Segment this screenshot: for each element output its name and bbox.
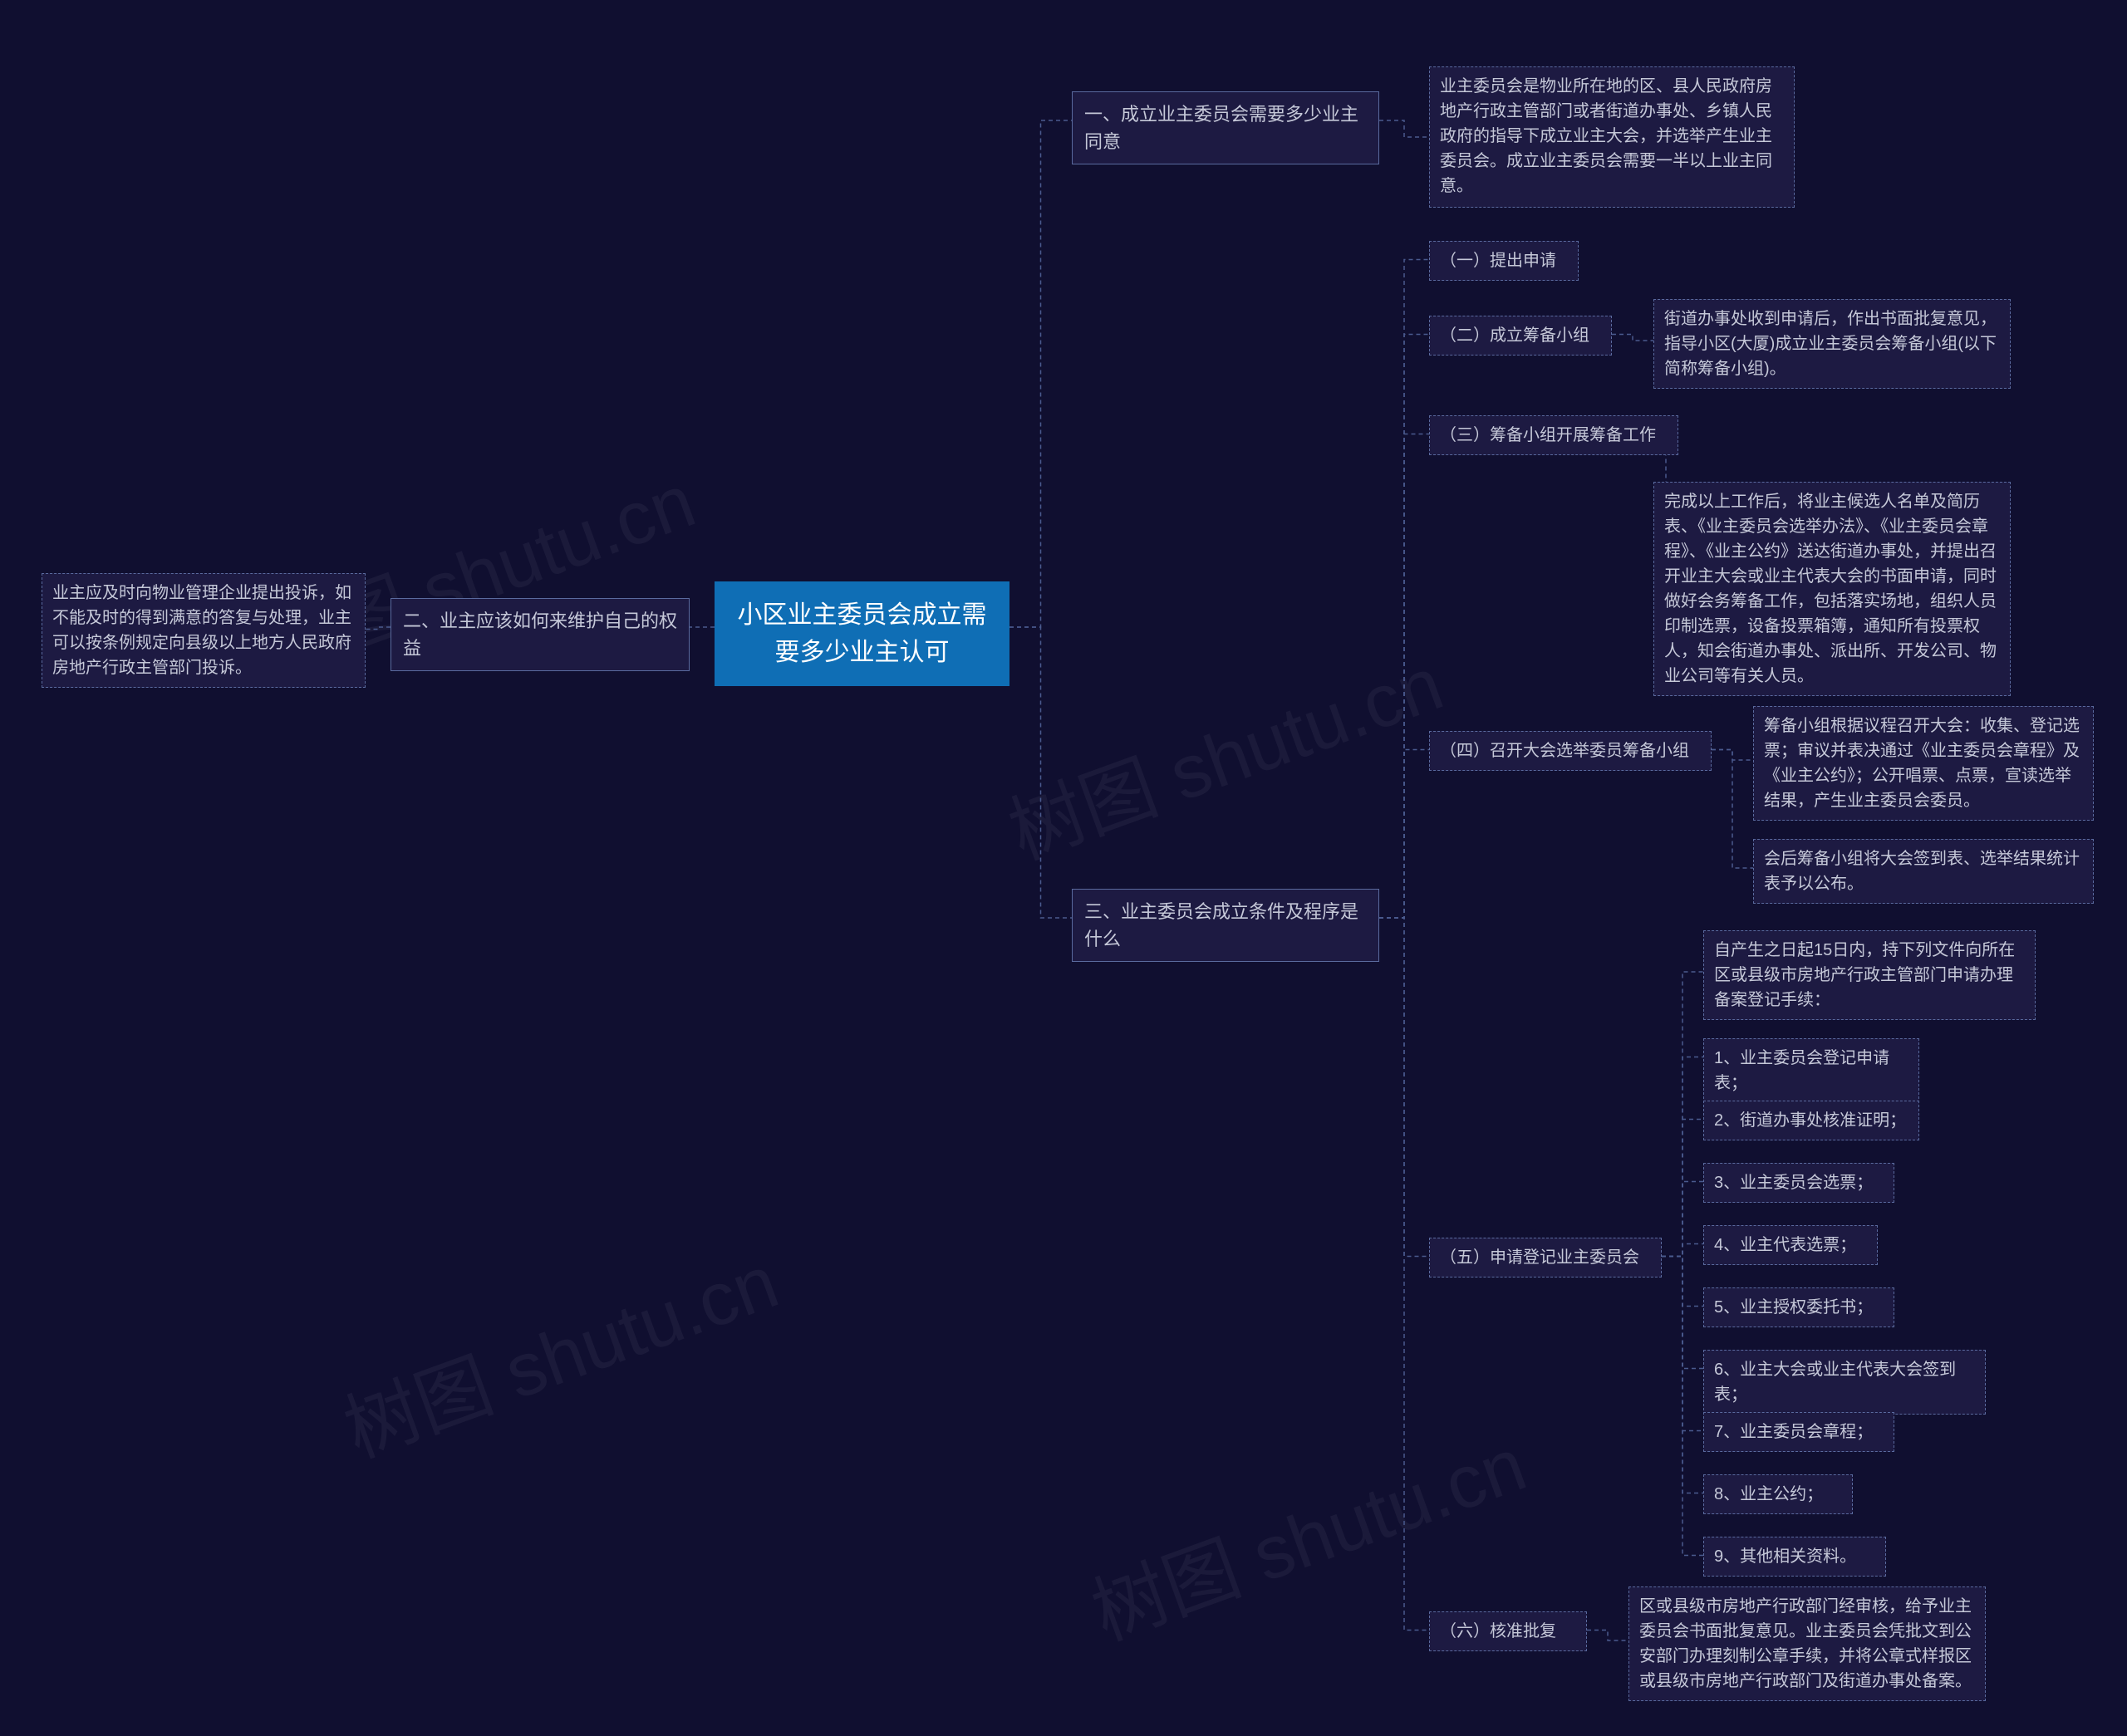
b3-step-5-child-0: 自产生之日起15日内，持下列文件向所在区或县级市房地产行政主管部门申请办理备案登…: [1703, 930, 2036, 1020]
b3-step-4-note-2: 会后筹备小组将大会签到表、选举结果统计表予以公布。: [1753, 839, 2094, 904]
watermark: 树图 shutu.cn: [992, 624, 1455, 880]
branch-2: 二、业主应该如何来维护自己的权益: [391, 598, 690, 671]
b3-step-5-child-1: 1、业主委员会登记申请表；: [1703, 1038, 1919, 1103]
branch-3: 三、业主委员会成立条件及程序是什么: [1072, 889, 1379, 962]
b3-step-2: （二）成立筹备小组: [1429, 316, 1612, 356]
branch-2-note: 业主应及时向物业管理企业提出投诉，如不能及时的得到满意的答复与处理，业主可以按条…: [42, 573, 366, 688]
b3-step-5-child-2: 2、街道办事处核准证明；: [1703, 1101, 1919, 1140]
b3-step-5-child-4: 4、业主代表选票；: [1703, 1225, 1878, 1265]
b3-step-5: （五）申请登记业主委员会: [1429, 1238, 1662, 1277]
b3-step-5-child-6: 6、业主大会或业主代表大会签到表；: [1703, 1350, 1986, 1415]
b3-step-5-child-3: 3、业主委员会选票；: [1703, 1163, 1894, 1203]
b3-step-1: （一）提出申请: [1429, 241, 1579, 281]
b3-step-3: （三）筹备小组开展筹备工作: [1429, 415, 1678, 455]
root-node: 小区业主委员会成立需要多少业主认可: [715, 581, 1009, 686]
b3-step-3-note: 完成以上工作后，将业主候选人名单及简历表、《业主委员会选举办法》、《业主委员会章…: [1653, 482, 2011, 696]
b3-step-6: （六）核准批复: [1429, 1611, 1587, 1651]
branch-1-note: 业主委员会是物业所在地的区、县人民政府房地产行政主管部门或者街道办事处、乡镇人民…: [1429, 66, 1795, 208]
b3-step-2-note: 街道办事处收到申请后，作出书面批复意见，指导小区(大厦)成立业主委员会筹备小组(…: [1653, 299, 2011, 389]
b3-step-5-child-7: 7、业主委员会章程；: [1703, 1412, 1894, 1452]
b3-step-4-note-1: 筹备小组根据议程召开大会：收集、登记选票；审议并表决通过《业主委员会章程》及《业…: [1753, 706, 2094, 821]
b3-step-5-child-5: 5、业主授权委托书；: [1703, 1287, 1894, 1327]
b3-step-6-note: 区或县级市房地产行政部门经审核，给予业主委员会书面批复意见。业主委员会凭批文到公…: [1628, 1586, 1986, 1701]
branch-1: 一、成立业主委员会需要多少业主同意: [1072, 91, 1379, 164]
b3-step-5-child-9: 9、其他相关资料。: [1703, 1537, 1886, 1577]
b3-step-5-child-8: 8、业主公约；: [1703, 1474, 1853, 1514]
b3-step-4: （四）召开大会选举委员筹备小组: [1429, 731, 1712, 771]
watermark: 树图 shutu.cn: [327, 1222, 790, 1479]
